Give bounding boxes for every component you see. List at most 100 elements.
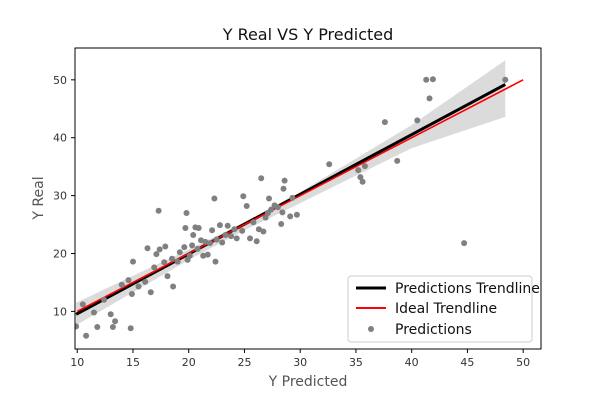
data-point <box>211 195 218 202</box>
data-point <box>280 185 287 192</box>
data-point <box>186 252 193 259</box>
legend-box <box>347 275 533 343</box>
data-point <box>142 278 149 285</box>
data-point <box>278 221 285 227</box>
data-point <box>202 238 209 245</box>
ideal-trendline <box>76 79 524 313</box>
data-point <box>250 219 257 226</box>
data-point <box>204 251 211 258</box>
data-point <box>289 194 296 201</box>
data-point <box>266 195 272 202</box>
data-point <box>128 291 135 297</box>
scatter-points <box>75 76 509 339</box>
data-point <box>155 207 162 214</box>
data-point <box>279 209 286 216</box>
data-point <box>260 228 267 235</box>
data-point <box>200 252 207 259</box>
x-tick-label: 15 <box>126 356 140 369</box>
data-point <box>268 206 275 213</box>
data-point <box>233 235 240 242</box>
legend-trendline-label: Predictions Trendline <box>395 281 540 297</box>
confidence-band <box>76 60 506 326</box>
data-point <box>357 174 364 181</box>
x-tick-label: 30 <box>293 356 307 369</box>
data-point <box>182 225 189 231</box>
chart-title: Y Real VS Y Predicted <box>222 25 394 44</box>
y-axis-label: Y Real <box>31 176 47 220</box>
data-point <box>240 193 247 200</box>
confidence-band-layer <box>76 60 506 326</box>
data-point <box>253 238 260 245</box>
data-point <box>255 226 262 233</box>
x-tick-label: 25 <box>237 356 251 369</box>
data-point <box>79 301 86 308</box>
data-point <box>394 157 401 164</box>
y-tick-label: 40 <box>53 132 67 145</box>
data-point <box>423 76 430 83</box>
x-axis-ticks: 10 15 20 25 30 35 40 45 50 <box>70 349 530 369</box>
y-tick-label: 30 <box>53 190 67 203</box>
data-point <box>355 167 362 174</box>
data-point <box>222 232 229 238</box>
data-point <box>170 283 177 290</box>
data-point <box>359 178 366 185</box>
data-point <box>228 233 235 240</box>
data-point <box>231 226 238 233</box>
legend-points-label: Predictions <box>395 322 472 338</box>
y-axis-ticks: 10 20 30 40 50 <box>53 74 75 318</box>
data-point <box>169 255 175 262</box>
x-tick-label: 20 <box>182 356 196 369</box>
plot-frame <box>74 47 542 350</box>
data-point <box>429 76 436 83</box>
data-point <box>112 318 119 325</box>
data-point <box>274 204 281 211</box>
x-tick-label: 35 <box>349 356 363 369</box>
data-point <box>262 214 269 221</box>
data-point <box>243 203 250 209</box>
data-point <box>194 245 201 252</box>
data-point <box>195 225 202 231</box>
data-point <box>153 251 160 258</box>
data-point <box>162 243 169 250</box>
data-point <box>258 175 265 182</box>
data-point <box>118 281 125 288</box>
x-axis-label: Y Predicted <box>268 374 348 390</box>
data-point <box>83 332 90 339</box>
data-point <box>361 163 368 170</box>
data-point <box>461 240 468 247</box>
legend-ideal-label: Ideal Trendline <box>395 301 497 317</box>
data-point <box>502 76 509 83</box>
data-point <box>101 296 107 303</box>
data-point <box>219 239 226 246</box>
data-point <box>213 236 220 243</box>
data-point <box>156 246 163 253</box>
data-point <box>247 235 253 242</box>
x-tick-label: 50 <box>516 356 530 369</box>
data-point <box>174 258 181 265</box>
data-point <box>147 289 154 296</box>
data-point <box>224 222 231 229</box>
data-point <box>326 161 333 168</box>
data-point <box>176 249 183 256</box>
x-tick-label: 10 <box>70 356 84 369</box>
data-point <box>381 119 388 126</box>
data-point <box>127 325 134 332</box>
data-point <box>281 177 288 184</box>
data-point <box>125 277 132 284</box>
data-point <box>287 213 294 220</box>
data-point <box>293 211 300 218</box>
legend-points-swatch <box>368 326 374 332</box>
data-point <box>183 210 190 216</box>
data-point <box>206 240 213 247</box>
y-tick-label: 10 <box>53 305 67 318</box>
x-tick-label: 40 <box>405 356 419 369</box>
data-point <box>426 95 433 102</box>
data-point <box>130 258 136 265</box>
legend: Predictions Trendline Ideal Trendline Pr… <box>347 275 540 343</box>
y-tick-label: 50 <box>53 74 67 87</box>
data-point <box>94 324 101 330</box>
data-point <box>189 242 196 249</box>
data-point <box>216 222 223 229</box>
data-point <box>239 227 246 234</box>
